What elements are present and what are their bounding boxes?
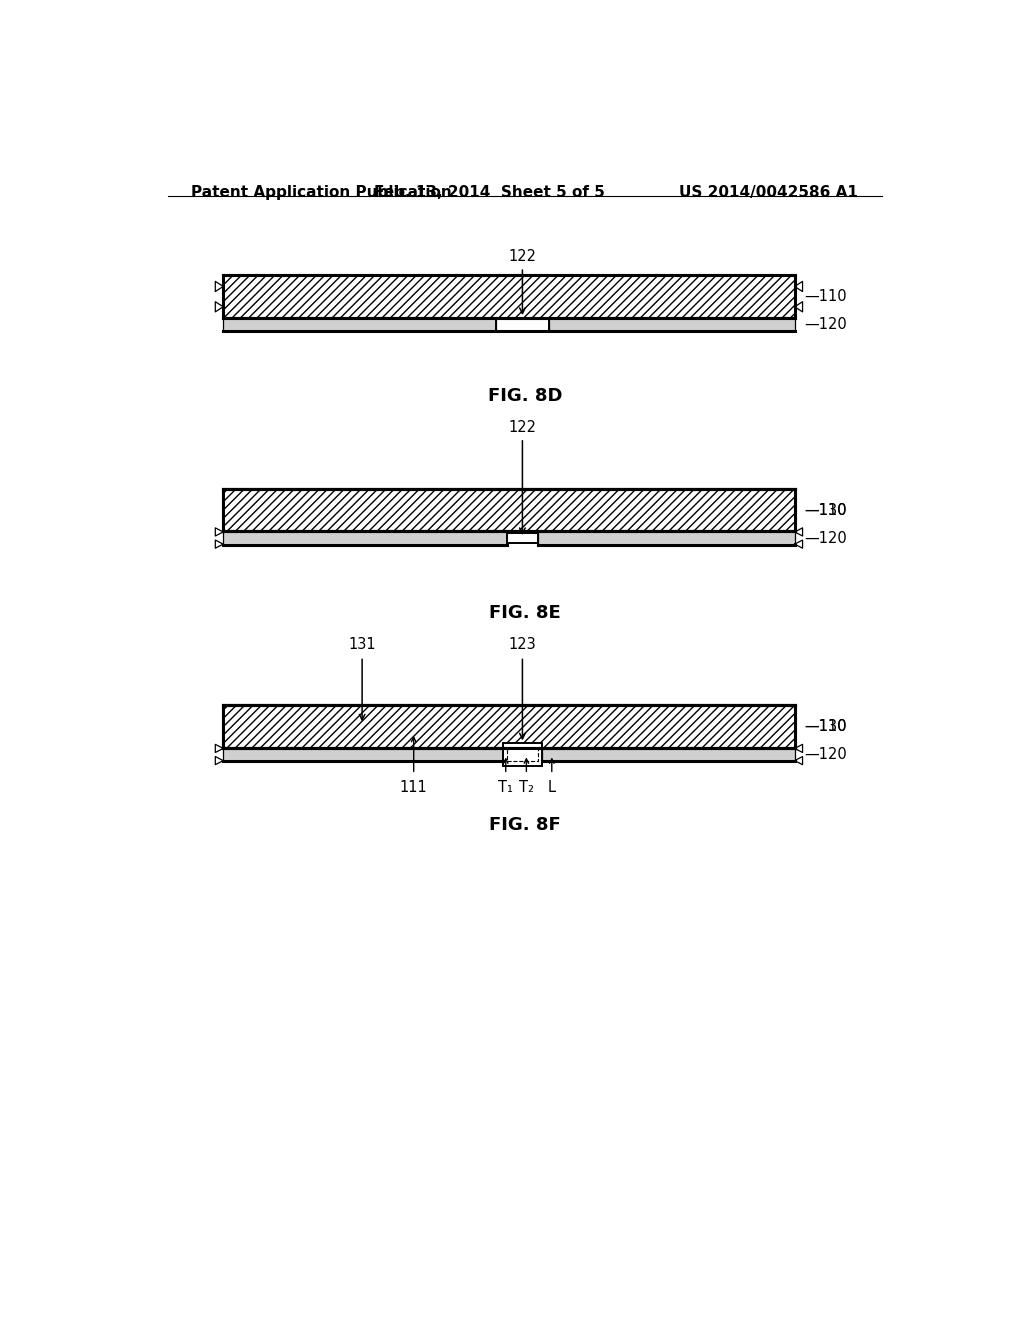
Text: T₂: T₂ bbox=[519, 780, 534, 796]
Bar bbox=[543, 748, 795, 762]
Bar bbox=[223, 532, 507, 545]
Text: —130: —130 bbox=[804, 719, 847, 734]
Text: —120: —120 bbox=[804, 531, 847, 545]
Text: 131: 131 bbox=[348, 638, 376, 652]
Bar bbox=[507, 748, 539, 760]
Bar bbox=[503, 743, 543, 766]
Text: Patent Application Publication: Patent Application Publication bbox=[191, 185, 453, 199]
Text: US 2014/0042586 A1: US 2014/0042586 A1 bbox=[679, 185, 858, 199]
Text: —130: —130 bbox=[804, 503, 847, 517]
Text: T₁: T₁ bbox=[499, 780, 513, 796]
Bar bbox=[223, 276, 795, 318]
Text: FIG. 8F: FIG. 8F bbox=[488, 816, 561, 834]
Text: FIG. 8D: FIG. 8D bbox=[487, 387, 562, 405]
Text: Feb. 13, 2014  Sheet 5 of 5: Feb. 13, 2014 Sheet 5 of 5 bbox=[374, 185, 604, 199]
Text: 111: 111 bbox=[399, 780, 428, 796]
Text: L: L bbox=[548, 780, 556, 796]
Bar bbox=[223, 488, 795, 532]
Text: —120: —120 bbox=[804, 747, 847, 762]
Bar bbox=[539, 532, 795, 545]
Text: FIG. 8E: FIG. 8E bbox=[488, 603, 561, 622]
Text: —110: —110 bbox=[804, 503, 847, 517]
Bar bbox=[507, 533, 539, 543]
Text: —110: —110 bbox=[804, 289, 847, 304]
Text: 122: 122 bbox=[509, 249, 537, 264]
Bar bbox=[223, 318, 497, 331]
Text: —120: —120 bbox=[804, 317, 847, 333]
Bar bbox=[223, 705, 795, 748]
Text: —110: —110 bbox=[804, 719, 847, 734]
Bar bbox=[223, 488, 795, 532]
Bar bbox=[223, 705, 795, 748]
Bar bbox=[549, 318, 795, 331]
Text: 123: 123 bbox=[509, 638, 537, 652]
Text: 122: 122 bbox=[509, 420, 537, 434]
Bar bbox=[223, 748, 503, 762]
